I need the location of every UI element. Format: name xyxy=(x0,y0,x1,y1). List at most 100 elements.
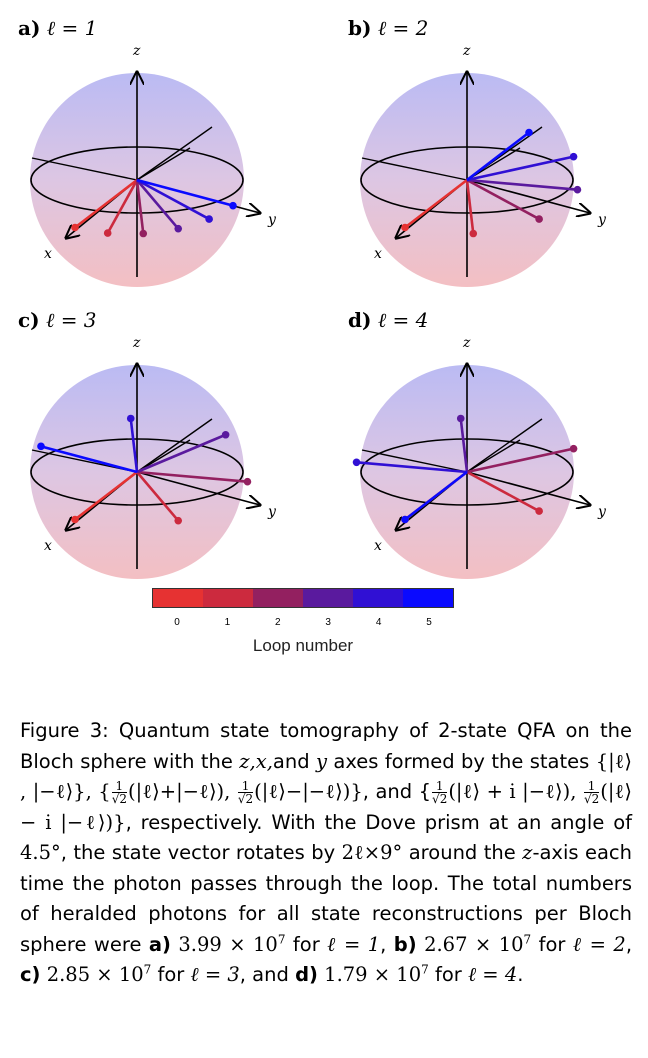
state-point xyxy=(205,215,213,223)
caption-math: z,x, xyxy=(239,749,273,773)
caption-math: (|ℓ⟩ + i |−ℓ⟩), xyxy=(448,780,583,803)
state-point xyxy=(401,223,409,232)
state-point xyxy=(352,458,361,467)
colorbar-tick: 0 xyxy=(174,617,180,628)
state-point xyxy=(525,128,533,137)
colorbar-tick: 3 xyxy=(325,617,331,628)
grid-line xyxy=(136,126,213,181)
caption-math: (|ℓ⟩ − i |−ℓ⟩)} xyxy=(20,780,632,834)
state-vector xyxy=(136,433,227,474)
state-point xyxy=(174,224,183,233)
state-vector xyxy=(74,178,138,229)
count-value: 2.85 × 107 xyxy=(46,962,152,986)
fraction: 1 √2 xyxy=(111,780,127,805)
grid-line xyxy=(136,147,191,181)
panel-ell: ℓ = 1 xyxy=(46,16,98,40)
fraction: 1 √2 xyxy=(583,780,600,805)
grid-line xyxy=(466,418,543,473)
caption-math: 2ℓ×9° xyxy=(341,841,403,864)
y-axis xyxy=(466,471,590,505)
bloch-sphere: z x y xyxy=(352,335,607,579)
state-point xyxy=(456,414,465,423)
figure: a) ℓ = 1 z x y b) ℓ = 2 z x y c) ℓ = 3 z x y d… xyxy=(18,0,648,655)
grid-line xyxy=(361,157,468,181)
state-vector xyxy=(466,178,578,192)
count-value: 3.99 × 107 xyxy=(178,932,286,956)
count-label: b) xyxy=(393,932,417,956)
state-vector xyxy=(466,447,574,474)
frac-num: 1 xyxy=(583,780,600,793)
count-label: c) xyxy=(20,963,41,986)
colorbar-cell xyxy=(153,589,203,607)
state-point xyxy=(573,185,582,194)
state-point xyxy=(139,229,148,238)
state-point xyxy=(569,444,578,453)
caption-math: (|ℓ⟩−|−ℓ⟩)} xyxy=(254,780,363,803)
state-point xyxy=(229,201,237,210)
z-label: z xyxy=(462,43,471,59)
grid-line xyxy=(136,439,191,473)
caption-text: , the state vector rotates by xyxy=(60,841,342,864)
colorbar-cell xyxy=(253,589,303,607)
state-point xyxy=(535,215,543,223)
state-point xyxy=(103,229,112,237)
colorbar-tick: 4 xyxy=(375,617,382,628)
state-vector xyxy=(466,470,540,513)
count-ell: ℓ = 4 xyxy=(467,963,518,986)
colorbar-tick: 2 xyxy=(275,617,281,628)
state-point xyxy=(569,152,578,161)
count-ell: ℓ = 3 xyxy=(190,963,240,986)
frac-num: 1 xyxy=(432,780,448,793)
z-label: z xyxy=(462,335,471,351)
panel-label: d) ℓ = 4 xyxy=(348,308,428,333)
panel-b: b) ℓ = 2 z x y xyxy=(330,0,648,300)
bloch-sphere: z x y xyxy=(360,43,607,287)
x-label: x xyxy=(374,538,382,554)
state-vector xyxy=(136,471,180,522)
grid-line xyxy=(31,157,138,181)
state-vector xyxy=(136,179,180,230)
bloch-sphere: z x y xyxy=(30,43,277,287)
frac-num: 1 xyxy=(237,780,254,793)
caption-math: {|ℓ⟩ , |−ℓ⟩} xyxy=(20,749,632,804)
grid-line xyxy=(361,449,468,473)
panel-letter: a) xyxy=(18,16,41,40)
y-axis xyxy=(136,471,260,505)
caption-text: around the xyxy=(402,841,523,864)
state-vector xyxy=(466,131,530,182)
frac-den: √2 xyxy=(432,792,448,806)
state-vector xyxy=(356,460,468,474)
grid-line xyxy=(466,439,521,473)
y-label: y xyxy=(597,212,607,228)
count-label: a) xyxy=(148,932,171,956)
colorbar-cell xyxy=(403,589,453,607)
x-label: x xyxy=(374,246,382,262)
frac-den: √2 xyxy=(237,792,254,806)
caption-text: , { xyxy=(85,780,111,803)
panel-label: c) ℓ = 3 xyxy=(18,308,97,333)
state-point xyxy=(243,477,252,486)
state-vector xyxy=(404,470,468,521)
colorbar-cell xyxy=(303,589,353,607)
state-vector xyxy=(466,155,574,182)
colorbar-label: Loop number xyxy=(252,636,354,655)
state-vector xyxy=(136,178,234,207)
photon-counts: a) 3.99 × 107 for ℓ = 1, b) 2.67 × 107 f… xyxy=(20,932,633,987)
state-point xyxy=(126,414,135,423)
figure-caption: Figure 3: Quantum state tomography of 2-… xyxy=(20,716,632,991)
panel-d: d) ℓ = 4 z x y xyxy=(330,292,648,592)
caption-text: -axis each time the photon passes throug… xyxy=(20,841,632,956)
colorbar-tick: 5 xyxy=(426,617,432,628)
count-exponent: 7 xyxy=(523,932,532,946)
state-vector xyxy=(459,418,469,473)
state-vector xyxy=(40,445,138,474)
caption-text: , and { xyxy=(362,780,432,803)
x-label: x xyxy=(44,538,52,554)
state-vector xyxy=(136,470,248,484)
state-vector xyxy=(135,179,145,234)
state-vector xyxy=(129,418,139,473)
grid-line xyxy=(136,418,213,473)
count-exponent: 7 xyxy=(143,962,152,977)
panel-label: b) ℓ = 2 xyxy=(348,16,428,41)
colorbar xyxy=(152,588,454,608)
